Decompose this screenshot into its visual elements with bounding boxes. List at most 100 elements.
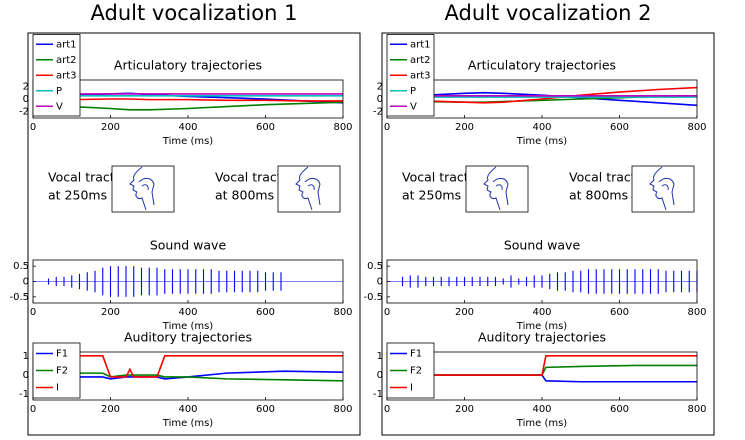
x-axis-label: Time (ms) [162,321,214,332]
x-tick-label: 600 [256,404,275,415]
series-line [32,355,343,378]
y-tick-label: -2 [19,107,29,118]
x-tick-label: 200 [101,404,120,415]
x-tick-label: 400 [532,307,551,318]
y-tick-label: -1 [373,389,383,400]
x-tick-label: 600 [610,122,629,133]
x-tick-label: 0 [384,404,390,415]
x-tick-label: 400 [178,307,197,318]
axes-box [32,259,344,304]
legend-label: art3 [410,70,431,81]
x-tick-label: 600 [610,307,629,318]
legend-label: I [56,383,59,394]
x-tick-label: 0 [30,122,36,133]
series-line [387,355,697,376]
chart-title: Sound wave [504,238,581,253]
axes-box [386,259,698,304]
legend-label: art2 [410,55,431,66]
legend-label: P [410,86,416,97]
legend-label: art1 [56,39,77,50]
x-axis-label: Time (ms) [516,136,568,147]
x-tick-label: 400 [532,404,551,415]
x-tick-label: 200 [101,307,120,318]
x-tick-label: 600 [256,122,275,133]
x-tick-label: 200 [455,404,474,415]
vocal-tract-label: Vocal tract [215,170,282,185]
legend-box [32,342,81,399]
y-tick-label: 0 [23,94,29,105]
y-tick-label: -0.5 [363,292,383,303]
x-tick-label: 0 [30,307,36,318]
vocal-tract-label: at 250ms [48,188,107,203]
y-tick-label: 0.5 [13,261,29,272]
y-tick-label: -2 [373,107,383,118]
series-line [386,86,698,104]
vocal-tract-label: at 250ms [402,188,461,203]
series-line [386,91,698,107]
legend-label: art3 [56,70,77,81]
vocal-tract-label: at 800ms [215,188,274,203]
x-axis-label: Time (ms) [516,418,568,429]
series-line [32,98,343,102]
y-tick-label: 0 [377,94,383,105]
x-axis-label: Time (ms) [162,136,214,147]
x-axis-label: Time (ms) [162,418,214,429]
vocal-tract-label: at 800ms [569,188,628,203]
vocal-tract-box [111,165,175,213]
legend-label: F2 [410,366,422,377]
x-tick-label: 400 [532,122,551,133]
x-tick-label: 0 [384,307,390,318]
vocal-tract-box [631,165,695,213]
x-tick-label: 0 [30,404,36,415]
y-tick-label: 0 [377,370,383,381]
vocal-tract-sketch [483,166,509,211]
panel-title: Adult vocalization 1 [91,1,298,25]
vocal-tract-box [277,165,341,213]
x-tick-label: 800 [687,122,706,133]
x-tick-label: 200 [455,307,474,318]
panel-frame [381,32,715,436]
y-tick-label: 0 [23,277,29,288]
legend-label: F1 [56,349,68,360]
legend-label: F2 [56,366,68,377]
x-tick-label: 800 [687,404,706,415]
x-tick-label: 800 [333,307,352,318]
legend-label: I [410,383,413,394]
x-tick-label: 600 [610,404,629,415]
x-tick-label: 600 [256,307,275,318]
legend-label: V [56,101,63,112]
x-tick-label: 400 [178,404,197,415]
legend-label: F1 [410,349,422,360]
plot-area [33,352,343,400]
vocal-tract-label: Vocal tract [402,170,469,185]
legend-label: P [56,86,62,97]
vocal-tract-sketch [295,166,321,211]
y-tick-label: 2 [377,81,383,92]
x-tick-label: 0 [384,122,390,133]
x-tick-label: 200 [455,122,474,133]
y-tick-label: -0.5 [9,292,29,303]
chart-title: Sound wave [150,238,227,253]
y-tick-label: 1 [377,351,383,362]
panel-frame [27,32,361,436]
y-tick-label: 2 [23,81,29,92]
panel-title: Adult vocalization 2 [445,1,652,25]
x-tick-label: 200 [101,122,120,133]
chart-title: Auditory trajectories [124,330,252,345]
vocal-tract-label: Vocal tract [569,170,636,185]
legend-label: V [410,101,417,112]
y-tick-label: -1 [19,389,29,400]
x-tick-label: 800 [333,404,352,415]
vocal-tract-label: Vocal tract [48,170,115,185]
y-tick-label: 0.5 [367,261,383,272]
chart-title: Articulatory trajectories [114,58,262,73]
y-tick-label: 0 [377,277,383,288]
x-axis-label: Time (ms) [516,321,568,332]
chart-title: Articulatory trajectories [468,58,616,73]
legend-label: art2 [56,55,77,66]
vocal-tract-box [465,165,529,213]
legend-label: art1 [410,39,431,50]
series-line [32,101,344,111]
vocal-tract-sketch [129,166,155,211]
